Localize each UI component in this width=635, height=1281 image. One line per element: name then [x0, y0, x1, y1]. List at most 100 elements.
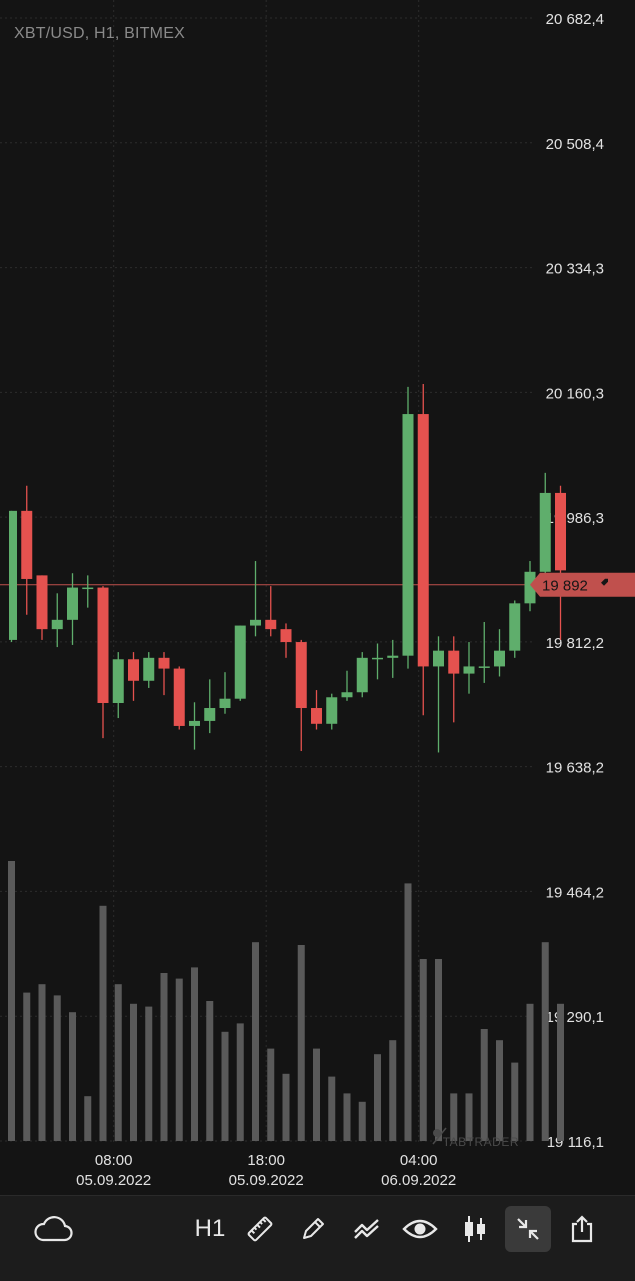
watermark-logo-stroke	[432, 1127, 447, 1145]
volume-bar	[221, 1031, 229, 1141]
volume-bar	[252, 942, 259, 1141]
volume-bar	[526, 1003, 534, 1141]
volume-bar	[297, 945, 305, 1141]
candle-body	[219, 698, 231, 709]
volume-bar	[69, 1012, 76, 1141]
candle-body	[51, 619, 63, 630]
volume-bar	[191, 967, 198, 1141]
candle-body	[478, 666, 490, 668]
candle-body	[189, 720, 200, 726]
pencil-icon	[303, 1218, 324, 1239]
cloud-icon	[34, 1216, 73, 1242]
y-tick-label: 20 508,4	[546, 136, 604, 153]
share-button[interactable]	[566, 1206, 598, 1252]
y-tick-label: 19 986,3	[546, 510, 604, 527]
volume-bar	[267, 1048, 275, 1141]
price-tag-icon	[601, 578, 608, 586]
candle-body	[204, 708, 216, 721]
x-tick-time: 04:00	[400, 1152, 438, 1169]
price-chart[interactable]: 20 682,4 20 508,4 20 334,3 20 160,3 19 986,3…	[0, 0, 635, 1195]
y-tick-label: 20 160,3	[546, 385, 604, 402]
candle-body	[97, 587, 109, 703]
volume-bar	[465, 1093, 473, 1141]
volume-bar	[313, 1048, 320, 1141]
volume-bar	[328, 1076, 336, 1141]
chart-type-button[interactable]	[460, 1206, 490, 1252]
candle-body	[128, 659, 139, 681]
candle-body	[234, 625, 246, 699]
volume-bar	[130, 1003, 137, 1141]
candle-body	[21, 510, 33, 579]
candle-body	[509, 603, 521, 651]
watermark: TABTRADER	[443, 1135, 519, 1149]
volume-bar	[175, 978, 183, 1141]
cloud-button[interactable]	[28, 1206, 78, 1252]
x-tick-time: 08:00	[95, 1152, 133, 1169]
y-tick-label: 19 290,1	[546, 1009, 604, 1026]
candle-body	[387, 655, 399, 658]
candle-body	[417, 414, 429, 667]
symbol-label: XBT/USD, H1, BITMEX	[14, 25, 185, 42]
x-tick-time: 18:00	[247, 1152, 285, 1169]
volume-bar	[206, 1001, 214, 1141]
volume-bar	[557, 1003, 564, 1141]
candle-body	[555, 492, 566, 571]
candle-body	[158, 657, 170, 669]
candle-body	[311, 708, 322, 724]
y-tick-label: 19 812,2	[546, 635, 604, 652]
volume-bar	[53, 995, 61, 1141]
volume-bar	[374, 1054, 381, 1141]
volume-bar	[84, 1096, 92, 1141]
volume-bar	[282, 1073, 290, 1141]
candle-body	[539, 492, 551, 572]
volume-bar	[343, 1093, 351, 1141]
collapse-button[interactable]	[505, 1206, 551, 1252]
candle-body	[494, 650, 505, 667]
volume-bar	[419, 959, 427, 1141]
candle-body	[9, 510, 17, 640]
candle-body	[250, 619, 261, 626]
volume-bar	[511, 1062, 519, 1141]
y-tick-label: 20 334,3	[546, 261, 604, 278]
candle-body	[173, 668, 185, 726]
ruler-button[interactable]	[244, 1206, 276, 1252]
candle-body	[265, 619, 277, 630]
volume-bar	[23, 992, 31, 1141]
candle-body	[326, 697, 338, 724]
candle-body	[356, 657, 368, 693]
volume-bar	[145, 1006, 153, 1141]
candle-body	[463, 666, 475, 674]
chart-area[interactable]: 20 682,4 20 508,4 20 334,3 20 160,3 19 986,3…	[0, 0, 635, 1195]
candle-body	[341, 692, 353, 698]
y-tick-label: 19 464,2	[546, 884, 604, 901]
price-tag	[530, 572, 635, 597]
candle-body	[143, 657, 155, 681]
volume-bar	[38, 984, 46, 1141]
draw-button[interactable]	[297, 1206, 329, 1252]
volume-bar	[450, 1093, 458, 1141]
volume-bar	[404, 883, 412, 1141]
candle-body	[82, 587, 94, 590]
volume-bar	[358, 1101, 366, 1141]
candle-body	[280, 629, 292, 643]
candle-body	[448, 650, 460, 674]
indicators-icon	[354, 1219, 379, 1239]
volume-bar	[496, 1040, 503, 1141]
candle-body	[402, 414, 414, 656]
y-tick-label: 19 638,2	[546, 760, 604, 777]
volume-bar	[236, 1023, 244, 1141]
timeframe-label: H1	[194, 1215, 226, 1242]
watermark-logo	[433, 1129, 441, 1137]
visibility-button[interactable]	[401, 1206, 439, 1252]
candle-body	[524, 571, 536, 604]
candles-icon	[465, 1216, 485, 1242]
x-tick-date: 05.09.2022	[76, 1172, 151, 1189]
ruler-icon	[247, 1216, 273, 1242]
candle-body	[112, 659, 124, 703]
x-tick-date: 05.09.2022	[229, 1172, 304, 1189]
x-tick-date: 06.09.2022	[381, 1172, 456, 1189]
y-tick-label: 20 682,4	[546, 11, 604, 28]
price-tag-label: 19 892	[542, 578, 588, 595]
timeframe-button[interactable]: H1	[190, 1206, 230, 1252]
indicators-button[interactable]	[350, 1206, 384, 1252]
